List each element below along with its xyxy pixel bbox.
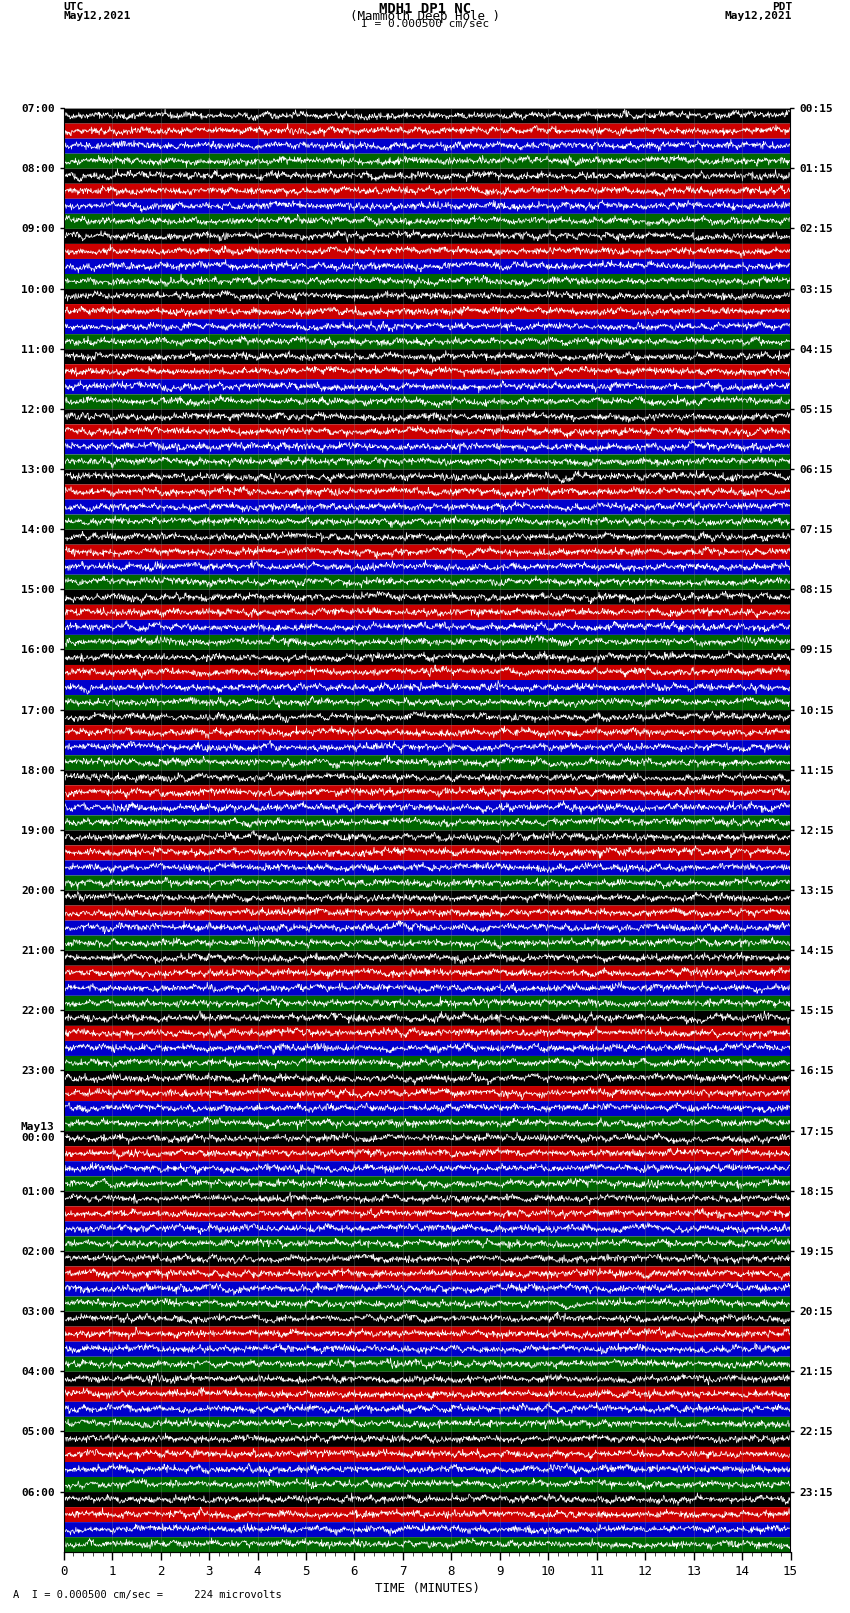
Text: (Mammoth Deep Hole ): (Mammoth Deep Hole ) bbox=[350, 10, 500, 23]
Text: May12,2021: May12,2021 bbox=[725, 11, 792, 21]
Text: PDT: PDT bbox=[772, 2, 792, 11]
X-axis label: TIME (MINUTES): TIME (MINUTES) bbox=[375, 1582, 479, 1595]
Text: May12,2021: May12,2021 bbox=[64, 11, 131, 21]
Text: UTC: UTC bbox=[64, 2, 84, 11]
Text: MDH1 DP1 NC: MDH1 DP1 NC bbox=[379, 2, 471, 16]
Text: I = 0.000500 cm/sec: I = 0.000500 cm/sec bbox=[361, 19, 489, 29]
Text: A  I = 0.000500 cm/sec =     224 microvolts: A I = 0.000500 cm/sec = 224 microvolts bbox=[13, 1590, 281, 1600]
